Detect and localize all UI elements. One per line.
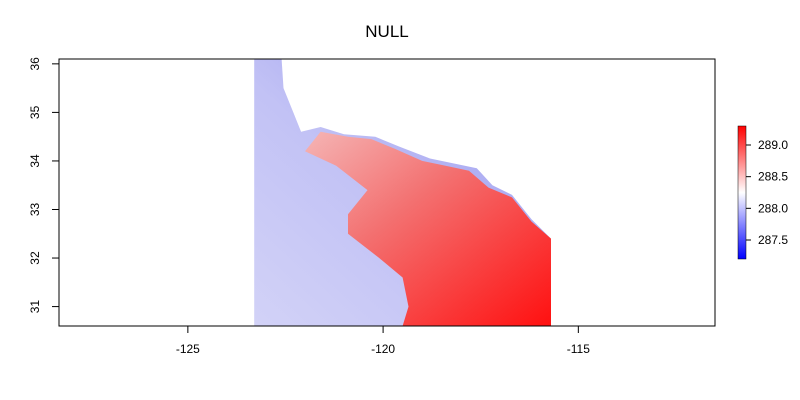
colorbar-tick-label: 289.0 [758,138,788,152]
x-axis: -125 -120 -115 [176,326,590,356]
plot-frame [58,58,716,327]
x-tick-label: -125 [176,342,200,356]
y-axis: 31 32 33 34 35 36 [28,57,59,313]
warm-region [305,131,551,326]
temperature-raster [254,59,551,326]
colorbar-tick-label: 287.5 [758,233,788,247]
y-tick-label: 34 [28,154,42,168]
y-tick-label: 35 [28,105,42,119]
colorbar-swatch [737,125,747,260]
x-tick-label: -115 [567,342,590,356]
y-tick-label: 33 [28,202,42,216]
colorbar-legend: 287.5 288.0 288.5 289.0 [737,125,788,260]
y-tick-label: 31 [28,300,42,314]
y-tick-label: 32 [28,251,42,265]
y-tick-label: 36 [28,57,42,71]
colorbar-tick-label: 288.0 [758,201,788,215]
x-tick-label: -120 [371,342,395,356]
colorbar-tick-label: 288.5 [758,170,788,184]
plot-title: NULL [365,22,408,41]
